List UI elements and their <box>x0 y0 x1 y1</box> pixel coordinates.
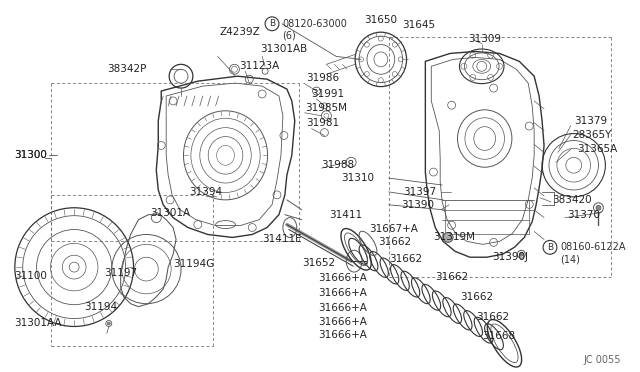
Text: 31986: 31986 <box>307 73 340 83</box>
Text: (6): (6) <box>282 31 296 41</box>
Text: 31390: 31390 <box>402 200 435 210</box>
Text: 31365A: 31365A <box>577 144 617 154</box>
Text: 31309: 31309 <box>468 33 501 44</box>
Text: 31666+A: 31666+A <box>319 330 367 340</box>
Text: 31988: 31988 <box>321 160 355 170</box>
Text: 31662: 31662 <box>388 254 422 264</box>
Text: 31390J: 31390J <box>493 252 529 262</box>
Text: 08160-6122A: 08160-6122A <box>560 242 625 252</box>
Text: 28365Y: 28365Y <box>572 129 611 140</box>
Text: 31666+A: 31666+A <box>319 288 367 298</box>
Text: 31662: 31662 <box>460 292 493 302</box>
Circle shape <box>519 252 524 256</box>
Text: 31650: 31650 <box>364 15 397 25</box>
Text: 31301AB: 31301AB <box>260 44 307 54</box>
Text: 31662: 31662 <box>476 312 509 321</box>
Text: 31319M: 31319M <box>433 232 476 243</box>
Text: 08120-63000: 08120-63000 <box>282 19 347 29</box>
Text: 31301A: 31301A <box>150 208 191 218</box>
Text: 31397: 31397 <box>404 187 436 197</box>
Text: 31666+A: 31666+A <box>319 303 367 313</box>
Circle shape <box>596 205 601 210</box>
Text: 31666+A: 31666+A <box>319 273 367 283</box>
Text: 31666+A: 31666+A <box>319 317 367 327</box>
Text: 31379: 31379 <box>573 116 607 126</box>
Text: 38342P: 38342P <box>107 64 147 74</box>
Text: 31662: 31662 <box>378 237 411 247</box>
Text: 31645: 31645 <box>403 20 436 30</box>
Text: 31662: 31662 <box>435 272 468 282</box>
Text: JC 0055: JC 0055 <box>584 355 621 365</box>
Text: Z4239Z: Z4239Z <box>220 27 260 37</box>
Text: 31981: 31981 <box>307 118 340 128</box>
Text: 31300: 31300 <box>14 150 47 160</box>
Text: (14): (14) <box>560 254 580 264</box>
Text: 31370: 31370 <box>567 210 600 220</box>
Text: 31197: 31197 <box>104 268 137 278</box>
Text: 31301AA: 31301AA <box>14 318 61 328</box>
Text: 31300: 31300 <box>14 150 47 160</box>
Text: 31123A: 31123A <box>239 61 280 71</box>
Text: 31411: 31411 <box>330 210 362 220</box>
Text: 31310: 31310 <box>341 173 374 183</box>
Text: 31652: 31652 <box>301 258 335 268</box>
Text: 31194G: 31194G <box>173 259 214 269</box>
Text: B: B <box>269 19 275 28</box>
Circle shape <box>108 322 110 325</box>
Text: 31985M: 31985M <box>305 103 347 113</box>
Text: 31668: 31668 <box>482 331 515 341</box>
Text: B: B <box>547 243 553 252</box>
Text: 31394: 31394 <box>189 187 222 197</box>
Text: 31991: 31991 <box>312 89 345 99</box>
Text: 383420: 383420 <box>552 195 591 205</box>
Text: 31411E: 31411E <box>262 234 301 244</box>
Text: 31194: 31194 <box>84 302 117 312</box>
Circle shape <box>443 232 453 243</box>
Text: 31100: 31100 <box>14 271 47 281</box>
Text: 31667+A: 31667+A <box>369 224 418 234</box>
